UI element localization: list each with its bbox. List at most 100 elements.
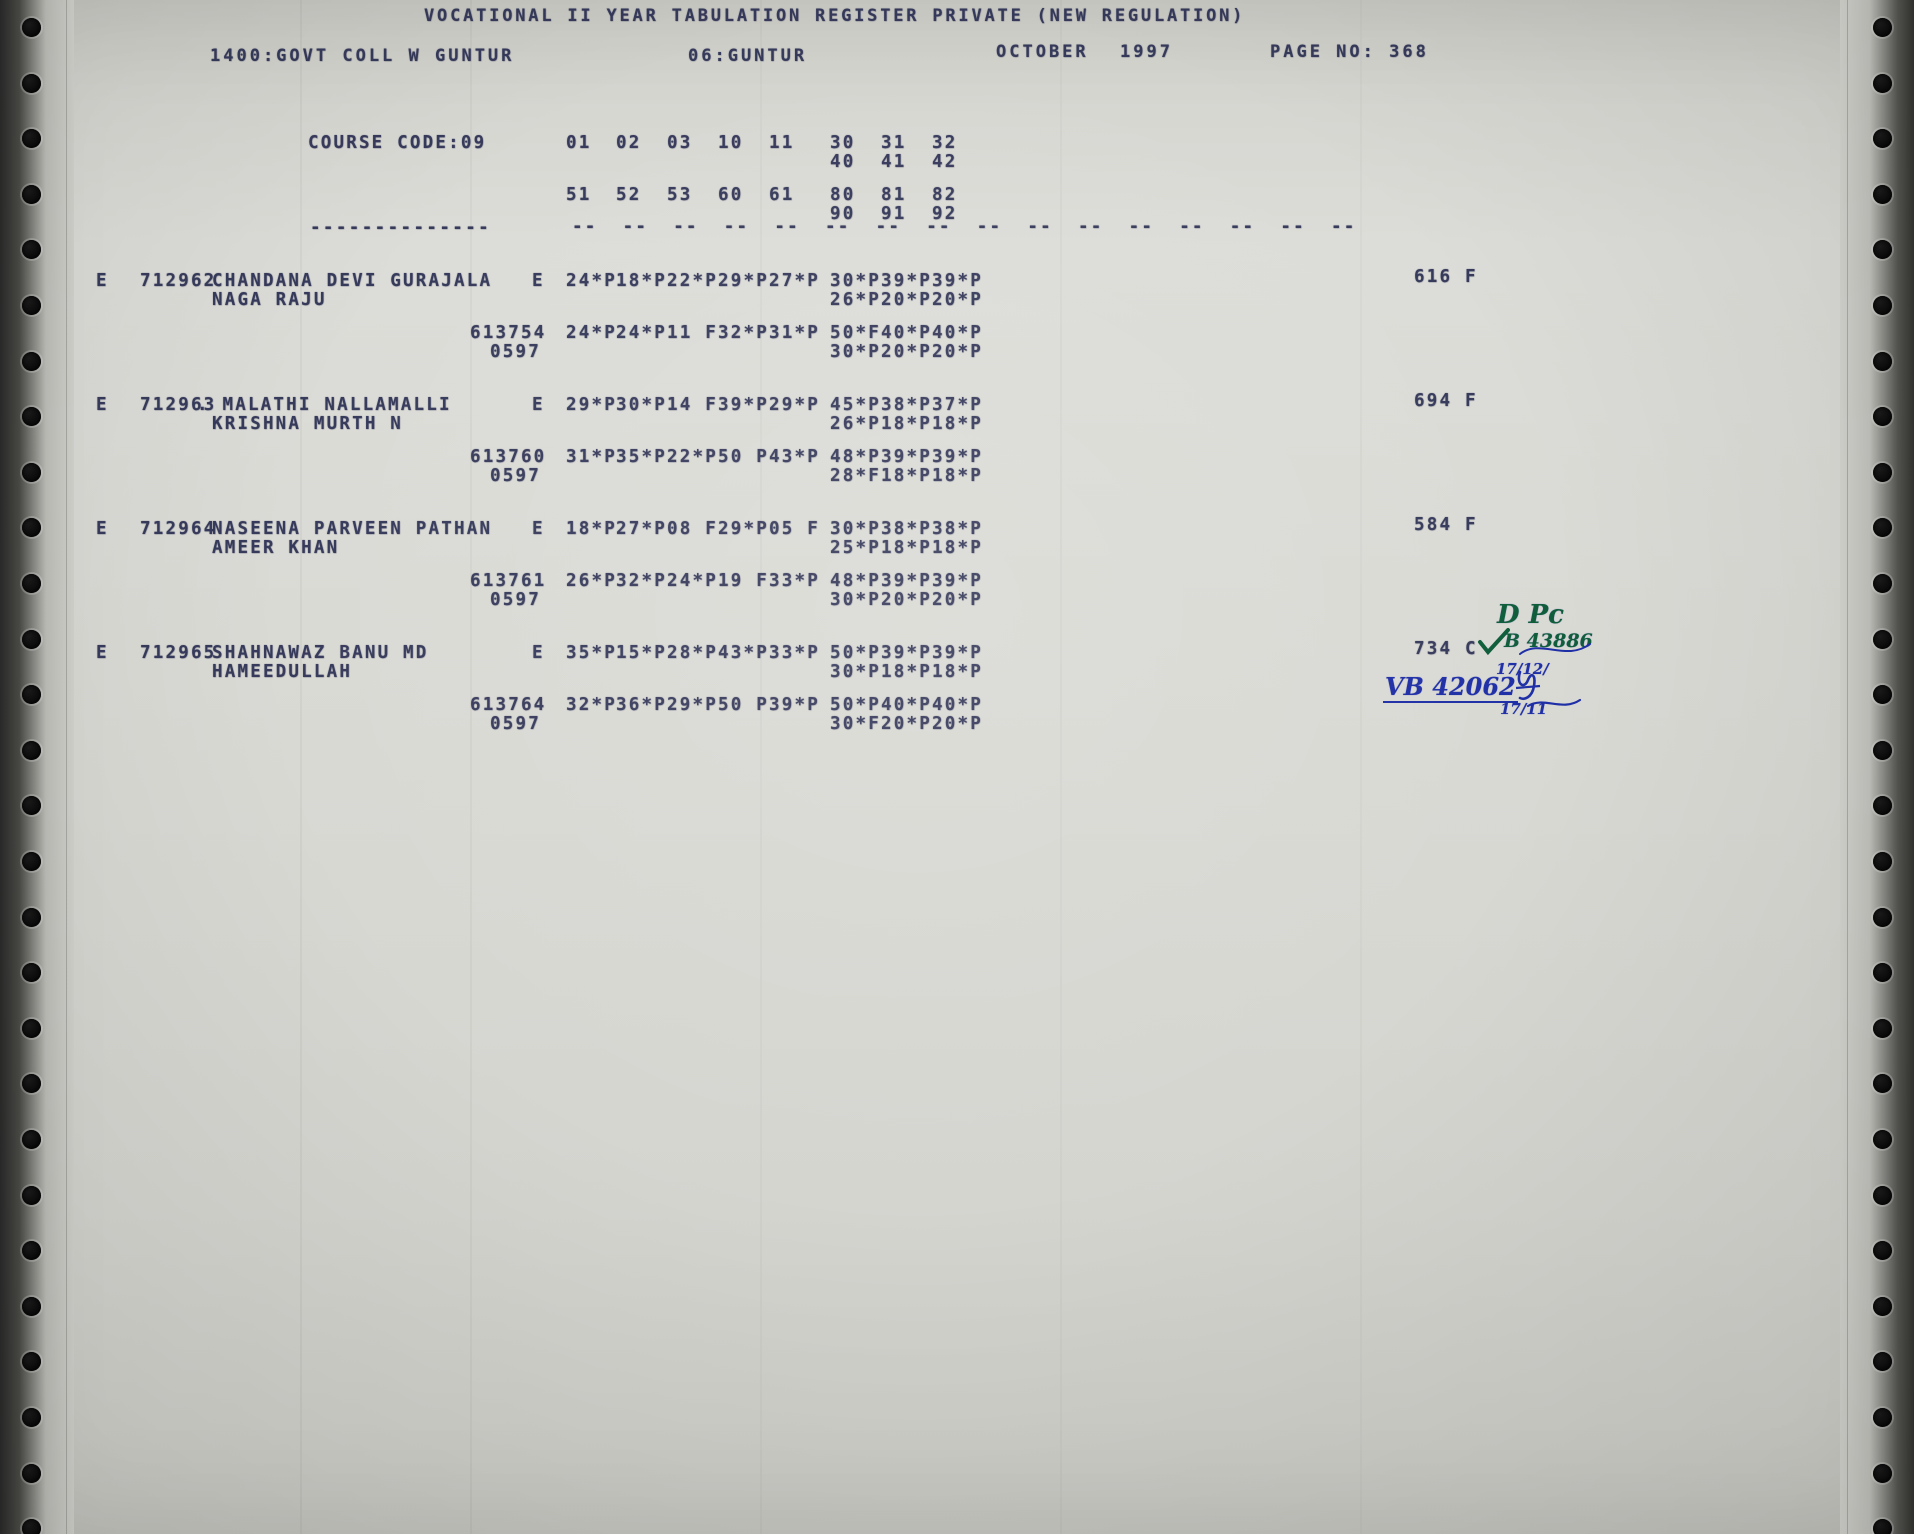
mark-cell: 28*P xyxy=(667,643,718,663)
mark-cell: 29*P xyxy=(718,519,769,539)
subject-session-code: 0597 xyxy=(490,713,541,734)
feed-hole xyxy=(1873,1018,1892,1038)
mark-cell: 05 F xyxy=(769,519,820,539)
mark-cell: 40*P xyxy=(881,323,932,343)
subject-reference-code: 613754 xyxy=(470,323,547,343)
mark-cell: 40*P xyxy=(881,695,932,715)
mark-cell: 40*P xyxy=(932,695,983,715)
mark-cell: 27*P xyxy=(616,519,667,539)
exam-flag: E xyxy=(532,643,545,663)
mark-cell: 48*P xyxy=(830,571,881,591)
column-dash: -- xyxy=(926,217,952,237)
record-regno: 712962 xyxy=(140,271,217,291)
feed-hole xyxy=(1873,1408,1892,1427)
column-dash: -- xyxy=(1027,217,1053,237)
feed-hole xyxy=(1873,18,1892,37)
feed-hole xyxy=(22,1519,41,1534)
feed-hole xyxy=(22,907,41,927)
student-name-line-2: AMEER KHAN xyxy=(212,537,340,558)
record-flag: E xyxy=(96,395,109,415)
student-name-line-1: CHANDANA DEVI GURAJALA xyxy=(212,271,493,291)
feed-hole xyxy=(1873,1296,1892,1316)
mark-cell: 19 F xyxy=(718,571,769,591)
mark-cell: 18*P xyxy=(566,519,617,539)
record-regno: 712964 xyxy=(140,519,217,539)
mark-cell: 31*P xyxy=(566,447,617,467)
column-dash: -- xyxy=(825,217,851,237)
subject-reference-code: 613761 xyxy=(470,571,547,591)
column-dash: -- xyxy=(723,217,750,237)
separator-dashes: -------------- xyxy=(310,218,492,238)
subject-code: 90 xyxy=(830,204,856,224)
feed-hole xyxy=(22,629,41,649)
scan-band xyxy=(300,0,302,1534)
mark-cell: 32*P xyxy=(718,323,769,343)
subject-code: 40 xyxy=(830,152,856,172)
mark-cell: 22*P xyxy=(667,271,718,291)
subject-code: 03 xyxy=(667,133,693,153)
subject-code: 51 xyxy=(566,185,592,205)
mark-cell: 18*P xyxy=(881,661,932,682)
record-total: 616 F xyxy=(1414,267,1478,287)
subject-code: 92 xyxy=(932,204,958,224)
feed-hole xyxy=(22,1074,41,1094)
feed-hole xyxy=(1873,1241,1892,1261)
feed-hole xyxy=(22,73,41,93)
feed-hole xyxy=(1873,574,1892,593)
mark-cell: 33*P xyxy=(769,571,820,591)
mark-cell: 20*P xyxy=(881,713,932,734)
mark-cell: 18*P xyxy=(932,465,983,486)
subject-code: 41 xyxy=(881,152,907,172)
mark-cell: 37*P xyxy=(932,395,983,415)
subject-session-code: 0597 xyxy=(490,589,541,610)
subject-code: 01 xyxy=(566,133,592,153)
mark-cell: 39*P xyxy=(881,571,932,591)
mark-cell: 20*P xyxy=(932,589,983,610)
mark-cell: 15*P xyxy=(616,643,667,663)
mark-cell: 39*P xyxy=(932,271,983,291)
feed-hole xyxy=(22,18,41,37)
feed-hole xyxy=(1873,240,1892,260)
subject-code: 80 xyxy=(830,185,856,205)
mark-cell: 32*P xyxy=(566,695,617,715)
feed-hole xyxy=(22,796,41,816)
mark-cell: 38*P xyxy=(881,395,932,415)
mark-cell: 39*P xyxy=(769,695,820,715)
feed-hole xyxy=(22,1408,41,1427)
mark-cell: 40*P xyxy=(932,323,983,343)
annotation-vb42062: VB 42062 xyxy=(1383,672,1518,703)
mark-cell: 29*P xyxy=(718,271,769,291)
feed-hole xyxy=(1873,407,1892,427)
mark-cell: 20*P xyxy=(881,289,932,310)
mark-cell: 30*P xyxy=(830,519,881,539)
feed-hole xyxy=(22,518,41,538)
feed-hole xyxy=(22,1018,41,1038)
subject-code: 60 xyxy=(718,185,744,205)
mark-cell: 43*P xyxy=(718,643,769,663)
mark-cell: 18*P xyxy=(881,465,932,486)
mark-cell: 20*P xyxy=(932,289,983,310)
mark-cell: 30*P xyxy=(830,341,881,362)
feed-hole xyxy=(1873,518,1892,538)
mark-cell: 30*P xyxy=(830,661,881,682)
feed-hole xyxy=(1873,685,1892,705)
feed-hole xyxy=(1873,296,1892,315)
mark-cell: 48*P xyxy=(830,447,881,467)
subject-session-code: 0597 xyxy=(490,465,541,486)
mark-cell: 30*F xyxy=(830,713,881,734)
feed-hole xyxy=(1873,1352,1892,1372)
subject-code: 32 xyxy=(932,133,958,153)
record-flag: E xyxy=(96,643,109,663)
feed-hole xyxy=(22,407,41,427)
record-regno: 712965 xyxy=(140,643,217,663)
mark-cell: 28*F xyxy=(830,465,881,486)
record-total: 584 F xyxy=(1414,515,1478,535)
record-flag: E xyxy=(96,271,109,291)
mark-cell: 39*P xyxy=(718,395,769,415)
feed-hole xyxy=(22,1296,41,1316)
column-dash: -- xyxy=(673,217,699,237)
mark-cell: 08 F xyxy=(667,519,718,539)
mark-cell: 50 P xyxy=(718,447,769,467)
mark-cell: 30*P xyxy=(830,589,881,610)
